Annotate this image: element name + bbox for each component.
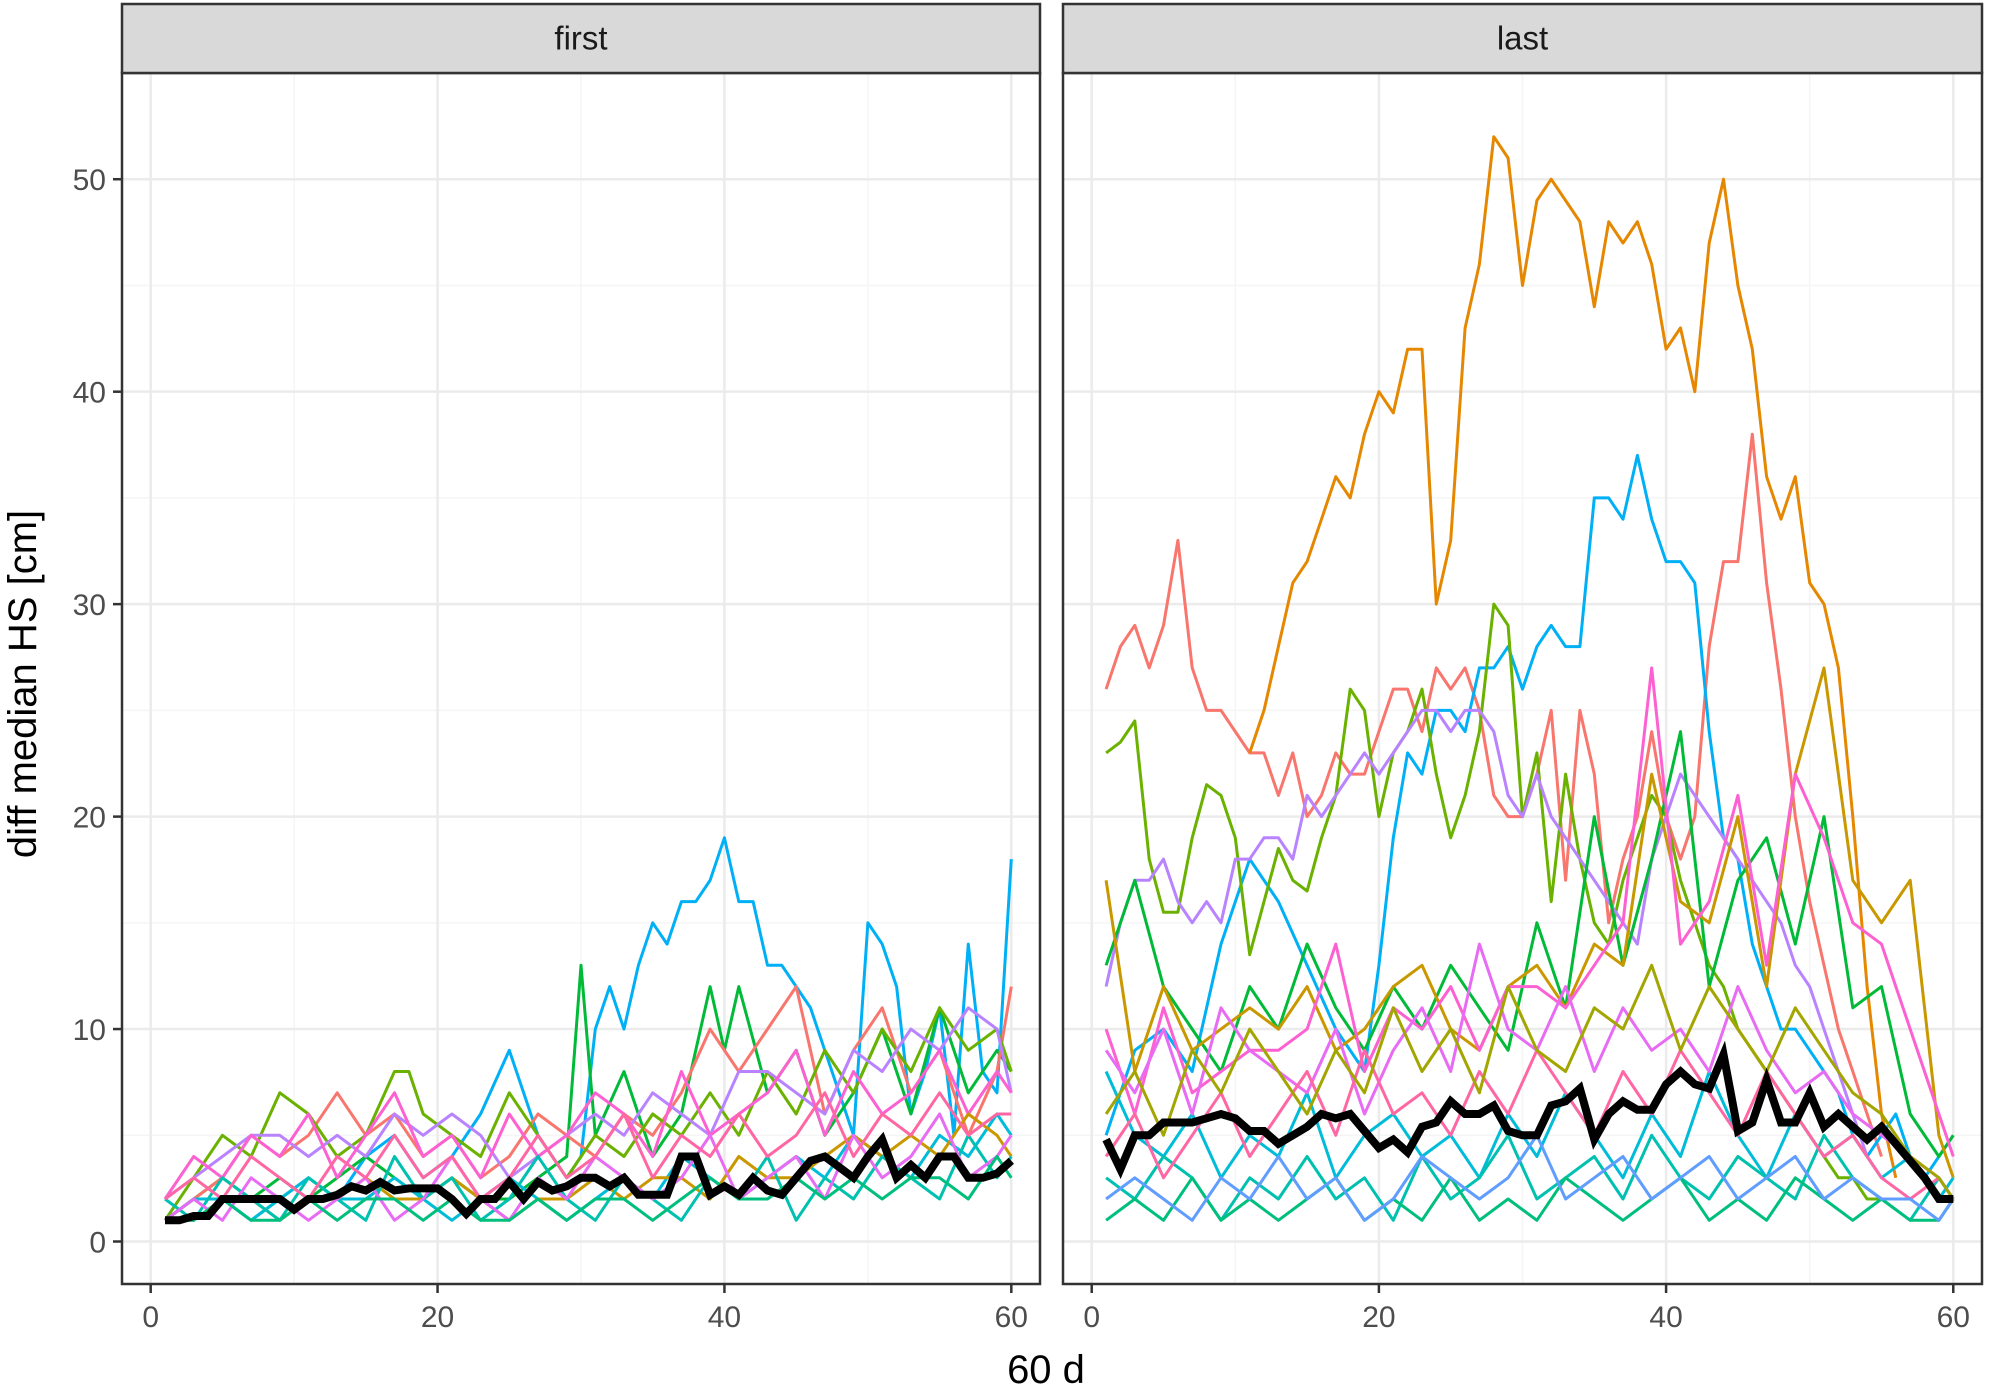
y-tick-label: 20 bbox=[73, 802, 106, 835]
x-tick-label: 20 bbox=[1362, 1301, 1395, 1334]
strip-label: first bbox=[554, 20, 607, 57]
series-line-5 bbox=[164, 1006, 1013, 1201]
series-group bbox=[1102, 135, 1955, 1222]
y-tick-label: 0 bbox=[89, 1227, 106, 1260]
x-tick-label: 40 bbox=[1649, 1301, 1682, 1334]
series-line-7 bbox=[1104, 666, 1955, 1179]
x-tick-label: 60 bbox=[1937, 1301, 1970, 1334]
strip-background bbox=[1061, 2, 1984, 75]
x-tick-label: 0 bbox=[1083, 1301, 1100, 1334]
x-tick-label: 60 bbox=[995, 1301, 1028, 1334]
y-tick-label: 50 bbox=[73, 164, 106, 197]
series-group bbox=[163, 836, 1014, 1225]
x-axis-title: 60 d bbox=[1007, 1348, 1085, 1387]
series-line-6 bbox=[1104, 730, 1955, 1158]
y-tick-label: 30 bbox=[73, 589, 106, 622]
strip-background bbox=[120, 2, 1042, 75]
y-tick-label: 10 bbox=[73, 1014, 106, 1047]
panel-first: first 0 20 40 60 0 10 20 30 40 50 bbox=[73, 2, 1042, 1334]
panel-last: last 0 20 40 60 bbox=[1061, 2, 1984, 1334]
strip-label: last bbox=[1497, 20, 1548, 57]
median-line bbox=[165, 1131, 1014, 1225]
series-line-9 bbox=[164, 1133, 1013, 1222]
series-line-1 bbox=[1104, 432, 1883, 1157]
y-tick-label: 40 bbox=[73, 377, 106, 410]
median-line bbox=[1102, 1040, 1954, 1203]
x-tick-label: 40 bbox=[708, 1301, 741, 1334]
x-tick-label: 0 bbox=[142, 1301, 159, 1334]
y-axis-title: diff median HS [cm] bbox=[1, 510, 45, 858]
x-tick-label: 20 bbox=[421, 1301, 454, 1334]
series-line-2 bbox=[1248, 135, 1898, 1179]
series-line-14 bbox=[1104, 963, 1955, 1200]
series-line-1 bbox=[164, 836, 1013, 1222]
series-line-10 bbox=[1105, 1133, 1955, 1222]
